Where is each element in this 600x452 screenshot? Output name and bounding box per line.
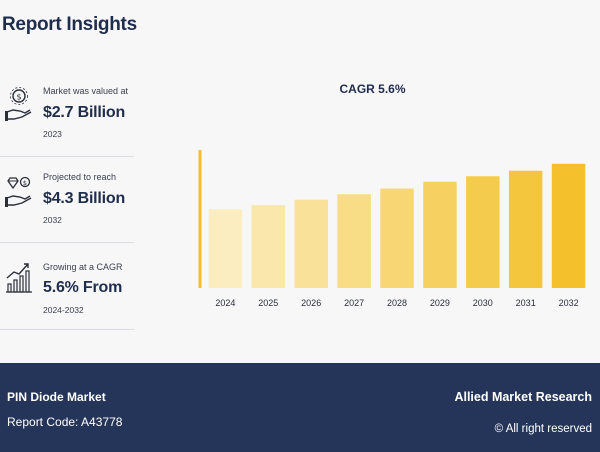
divider [0,156,134,157]
divider [0,329,134,330]
stat-caption: Market was valued at [43,86,129,96]
svg-text:$: $ [23,179,27,187]
growth-chart-icon [4,258,34,296]
diamond-hand-icon: $ [4,172,34,210]
stat-projected-value: $ Projected to reach $4.3 Billion 2032 [0,158,134,246]
bar-2028 [380,188,414,288]
x-tick-label: 2024 [215,298,235,308]
x-tick-label: 2027 [344,298,364,308]
bar-2032 [551,163,586,288]
stat-value: 5.6% From [43,279,123,296]
x-tick-label: 2029 [430,298,450,308]
bar-2031 [508,170,543,288]
stat-caption: Projected to reach [43,172,117,182]
x-tick-label: 2028 [387,298,407,308]
report-name: PIN Diode Market [7,390,106,404]
report-code: Report Code: A43778 [7,415,123,429]
copyright: © All right reserved [494,423,592,435]
x-tick-label: 2025 [258,298,278,308]
page-title: Report Insights [2,14,137,35]
svg-text:$: $ [16,93,21,102]
x-tick-label: 2032 [559,298,579,308]
stat-value: $2.7 Billion [43,104,126,121]
bar-chart: 2024 2025 2026 2027 2028 2029 2030 2031 2032 [198,150,586,308]
stat-caption: Growing at a CAGR [43,262,123,272]
stat-year: 2024-2032 [43,305,84,315]
chart-title: CAGR 5.6% [339,82,406,96]
x-tick-label: 2031 [516,298,536,308]
stat-value: $4.3 Billion [43,190,126,207]
bar-2030 [466,176,500,288]
stat-year: 2023 [43,129,62,139]
bar-2026 [294,199,328,288]
brand-name: Allied Market Research [454,390,592,404]
bar-2027 [337,194,371,288]
stat-year: 2032 [43,215,62,225]
footer: PIN Diode Market Report Code: A43778 All… [0,363,600,452]
stat-cagr: Growing at a CAGR 5.6% From 2024-2032 [0,244,134,332]
x-tick-label: 2026 [301,298,321,308]
cagr-chart: CAGR 5.6% 2024 2025 2026 2027 2028 2029 2030 20… [145,60,600,360]
x-tick-label: 2030 [473,298,493,308]
divider [0,242,134,243]
stat-market-value: $ Market was valued at $2.7 Billion 2023 [0,72,134,160]
money-hand-icon: $ [4,86,34,124]
bar-2025 [251,205,286,288]
bar-2024 [208,209,243,288]
bar-2029 [423,181,457,288]
